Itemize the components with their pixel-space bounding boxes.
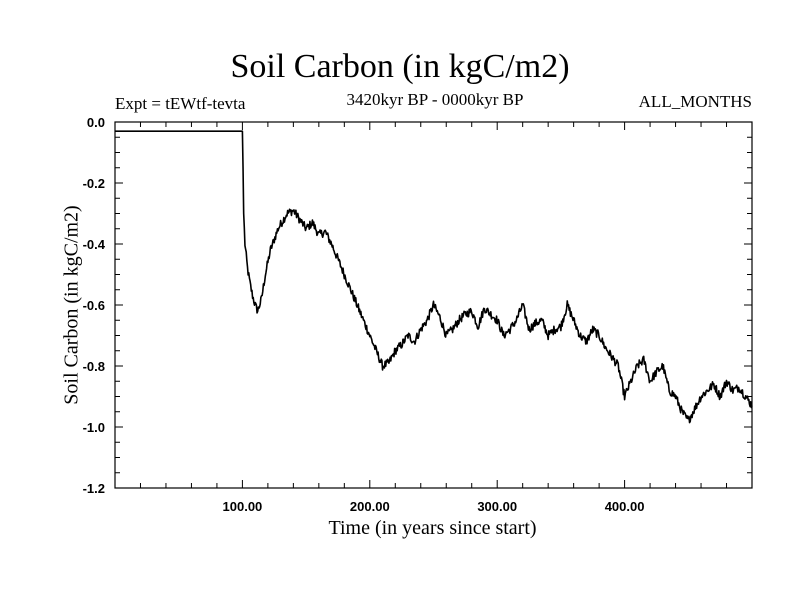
series-line [114, 130, 753, 424]
experiment-label: Expt = tEWtf-tevta [115, 94, 246, 113]
y-tick-label: -0.4 [83, 237, 106, 252]
y-tick-label: -0.2 [83, 176, 105, 191]
x-axis-label: Time (in years since start) [328, 517, 537, 539]
y-tick-label: 0.0 [87, 115, 105, 130]
y-tick-label: -0.8 [83, 359, 105, 374]
y-tick-label: -0.6 [83, 298, 105, 313]
y-tick-label: -1.2 [83, 481, 105, 496]
x-tick-label: 400.00 [605, 499, 645, 514]
x-tick-label: 100.00 [223, 499, 263, 514]
chart-subtitle: 3420kyr BP - 0000kyr BP [346, 90, 524, 109]
axis-ticks: 100.00 200.00 300.00 400.00 0.0 -0.2 -0.4 -0.6 -… [83, 115, 752, 514]
y-tick-label: -1.0 [83, 420, 105, 435]
season-label: ALL_MONTHS [638, 92, 752, 111]
chart-title: Soil Carbon (in kgC/m2) [230, 48, 570, 85]
x-tick-label: 300.00 [477, 499, 517, 514]
series-layer [114, 130, 753, 424]
x-tick-label: 200.00 [350, 499, 390, 514]
